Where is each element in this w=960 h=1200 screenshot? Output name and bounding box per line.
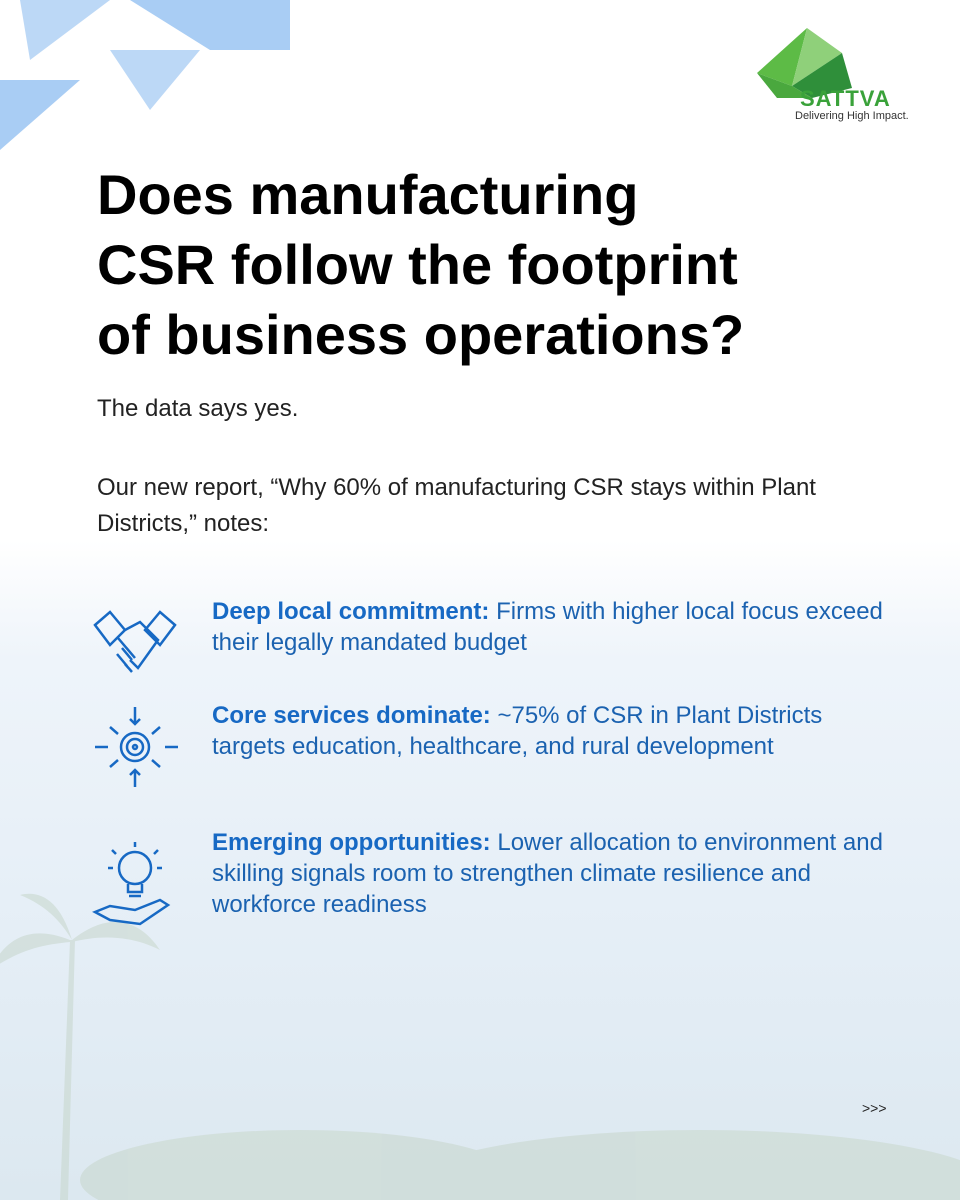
idea-icon [92, 842, 171, 926]
title-line: CSR follow the footprint [97, 233, 738, 296]
point: Core services dominate: ~75% of CSR in P… [212, 700, 892, 762]
point-heading: Emerging opportunities: [212, 829, 491, 856]
logo-tagline: Delivering High Impact. [795, 110, 909, 122]
point-heading: Deep local commitment: [212, 598, 490, 625]
lead: Our new report, “Why 60% of manufacturin… [97, 474, 816, 537]
point-text: Firms with higher local focus exceed the… [212, 598, 883, 656]
point-text: Lower allocation to environment and skil… [212, 829, 883, 918]
next-indicator[interactable]: >>> [862, 1100, 887, 1116]
handshake-icon [93, 610, 177, 673]
title: Does manufacturing CSR follow the footpr… [97, 160, 917, 370]
logo-name: SATTVA [800, 86, 891, 111]
point: Deep local commitment: Firms with higher… [212, 596, 892, 658]
target-icon [95, 707, 178, 787]
point: Emerging opportunities: Lower allocation… [212, 827, 892, 920]
intro: The data says yes. [97, 395, 299, 422]
title-line: Does manufacturing [97, 163, 639, 226]
point-heading: Core services dominate: [212, 702, 491, 729]
logo-mark [757, 28, 852, 98]
point-text: ~75% of CSR in Plant Districts targets e… [212, 702, 823, 760]
decoration [0, 0, 290, 150]
title-line: of business operations? [97, 303, 745, 366]
background-trees [0, 893, 960, 1200]
